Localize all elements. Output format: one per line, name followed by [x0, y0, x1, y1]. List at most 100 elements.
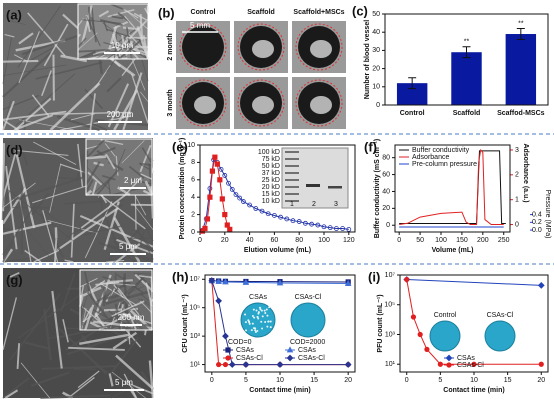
texture — [100, 283, 137, 306]
marker — [242, 278, 250, 285]
tick-label: 10⁷ — [190, 276, 201, 283]
annotation: ** — [518, 20, 524, 27]
texture — [24, 341, 51, 350]
marker — [209, 168, 215, 174]
scale-label: 5 mm — [190, 21, 210, 30]
colony — [256, 316, 259, 319]
texture — [98, 241, 154, 264]
texture — [46, 219, 98, 234]
tick-label: 10³ — [385, 331, 396, 338]
texture — [16, 343, 21, 369]
marker — [216, 361, 222, 368]
marker — [240, 199, 246, 204]
texture — [105, 153, 116, 170]
tick-label: 10³ — [190, 333, 201, 340]
texture — [124, 15, 135, 28]
marker — [276, 279, 284, 286]
marker — [424, 346, 430, 352]
texture — [27, 12, 66, 57]
marker — [537, 282, 545, 289]
colony — [250, 329, 253, 332]
panel-label: (f) — [364, 139, 377, 154]
texture — [17, 5, 62, 68]
texture — [94, 274, 112, 318]
marker — [227, 226, 233, 232]
gel-band — [285, 186, 299, 188]
marker — [410, 314, 417, 320]
texture — [102, 286, 106, 307]
tissue — [194, 96, 216, 114]
marker — [215, 297, 223, 305]
x-tick-label: 120 — [343, 237, 355, 244]
tissue — [310, 96, 332, 114]
texture — [87, 6, 92, 31]
error-bar — [408, 77, 417, 90]
panel-label: (e) — [172, 139, 188, 154]
legend-label: CSAs-Cl — [298, 355, 325, 362]
x-tick-label: 0 — [210, 377, 214, 384]
gel-marker-label: 10 kD — [262, 198, 280, 205]
tick-label: 40 — [372, 29, 380, 36]
row-header: 2 month — [167, 33, 174, 60]
marker — [228, 361, 236, 368]
marker — [242, 361, 250, 368]
texture — [106, 77, 122, 93]
texture — [100, 367, 139, 390]
texture — [134, 273, 153, 292]
texture — [108, 279, 133, 284]
texture — [2, 182, 36, 209]
texture — [115, 48, 121, 60]
tissue — [252, 40, 274, 58]
x-axis-title: Volume (mL) — [432, 247, 474, 254]
column-header: Control — [191, 9, 216, 16]
texture — [15, 149, 69, 156]
scale-label: 200 μm — [107, 110, 134, 119]
texture — [77, 48, 111, 53]
marker — [222, 173, 228, 178]
texture — [107, 9, 135, 18]
texture — [91, 176, 112, 196]
image-label: CSAs — [249, 294, 267, 301]
texture — [111, 386, 133, 399]
gel-lane-label: 1 — [290, 201, 294, 208]
texture — [116, 238, 154, 255]
texture — [40, 394, 111, 399]
marker — [202, 225, 208, 232]
marker — [219, 196, 225, 202]
colony — [267, 320, 270, 323]
texture — [103, 306, 136, 323]
colony — [245, 329, 248, 332]
colony — [254, 329, 257, 332]
texture — [60, 115, 132, 131]
texture — [90, 122, 108, 131]
image-label: CSAs-Cl — [295, 294, 322, 301]
tick-label: 10¹ — [190, 361, 201, 368]
marker — [207, 194, 213, 200]
texture — [98, 10, 110, 18]
gel-band — [285, 165, 299, 167]
colony — [254, 330, 257, 333]
texture — [118, 40, 141, 60]
texture — [43, 309, 52, 360]
texture — [117, 186, 131, 197]
texture — [86, 291, 108, 319]
marker — [284, 216, 290, 222]
y-axis-title: CFU count (mL⁻¹) — [182, 294, 189, 353]
texture — [13, 114, 54, 132]
texture — [121, 140, 145, 164]
texture — [107, 180, 111, 196]
gel-marker-label: 15 kD — [262, 191, 280, 198]
legend-label: CSAs — [236, 347, 254, 354]
colony — [261, 315, 264, 318]
texture — [111, 371, 146, 399]
tick-label: 3 — [515, 147, 519, 154]
scale-label: 10 μm — [111, 41, 134, 50]
x-tick-label: 5 — [438, 377, 442, 384]
x-tick-label: 100 — [318, 237, 330, 244]
colony — [264, 320, 267, 323]
texture — [2, 51, 52, 98]
marker — [222, 211, 228, 218]
colony — [248, 322, 251, 325]
plot-frame — [394, 144, 511, 233]
texture — [95, 281, 120, 286]
